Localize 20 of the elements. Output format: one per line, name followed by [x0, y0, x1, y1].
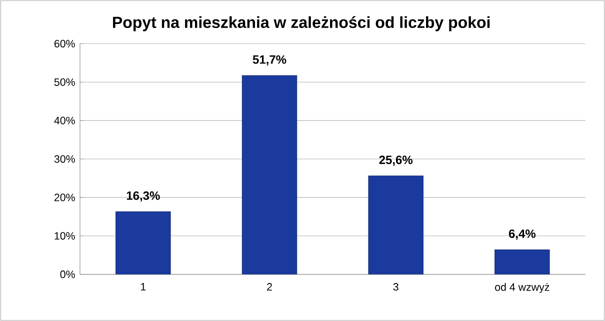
- data-label: 16,3%: [126, 191, 160, 202]
- data-label: 25,6%: [379, 156, 413, 166]
- x-tick-label: 1: [141, 283, 146, 290]
- bar: [368, 176, 424, 274]
- data-label: 51,7%: [252, 55, 286, 66]
- y-tick-label: 50%: [54, 78, 75, 86]
- y-tick-label: 0%: [60, 270, 75, 278]
- x-tick-label: 3: [393, 283, 398, 291]
- y-tick-label: 40%: [54, 116, 75, 124]
- x-tick-label: od 4 wzwyż: [495, 283, 550, 293]
- bar: [116, 211, 171, 274]
- data-label: 6,4%: [508, 229, 536, 240]
- y-tick-label: 30%: [54, 155, 75, 163]
- chart-title: Popyt na mieszkania w zależności od liczby pokoi: [113, 16, 490, 32]
- y-tick-label: 20%: [54, 194, 75, 202]
- bar: [242, 75, 298, 274]
- y-tick-label: 60%: [54, 40, 75, 48]
- x-tick-label: 2: [267, 283, 272, 290]
- y-tick-label: 10%: [54, 232, 75, 240]
- bar: [494, 249, 550, 274]
